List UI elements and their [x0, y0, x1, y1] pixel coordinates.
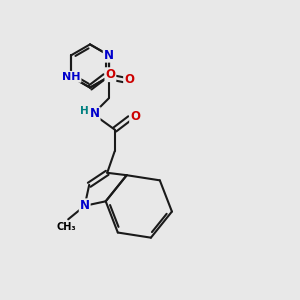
Text: O: O — [130, 110, 140, 123]
Text: CH₃: CH₃ — [57, 222, 76, 232]
Text: H: H — [80, 106, 88, 116]
Text: N: N — [90, 107, 100, 121]
Text: N: N — [80, 199, 90, 212]
Text: NH: NH — [62, 72, 80, 82]
Text: O: O — [105, 68, 116, 81]
Text: O: O — [124, 73, 134, 86]
Text: N: N — [104, 49, 114, 62]
